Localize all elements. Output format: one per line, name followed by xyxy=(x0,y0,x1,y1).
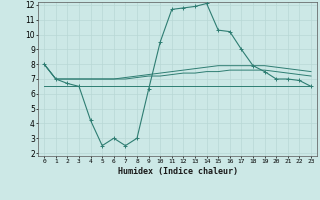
X-axis label: Humidex (Indice chaleur): Humidex (Indice chaleur) xyxy=(118,167,238,176)
